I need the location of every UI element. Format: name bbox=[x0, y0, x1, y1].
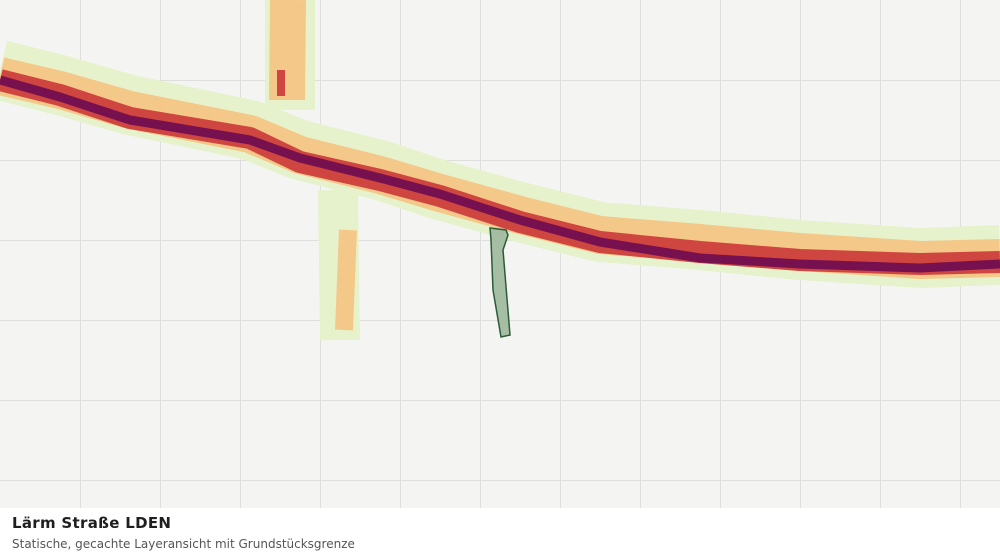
map-title: Lärm Straße LDEN bbox=[12, 514, 172, 532]
caption-panel: Lärm Straße LDEN Statische, gecachte Lay… bbox=[0, 508, 1000, 560]
parcel-boundary[interactable] bbox=[489, 227, 511, 338]
noise-layer bbox=[0, 0, 1000, 341]
map-subtitle: Statische, gecachte Layeransicht mit Gru… bbox=[12, 537, 355, 551]
map-view[interactable] bbox=[0, 0, 1000, 508]
